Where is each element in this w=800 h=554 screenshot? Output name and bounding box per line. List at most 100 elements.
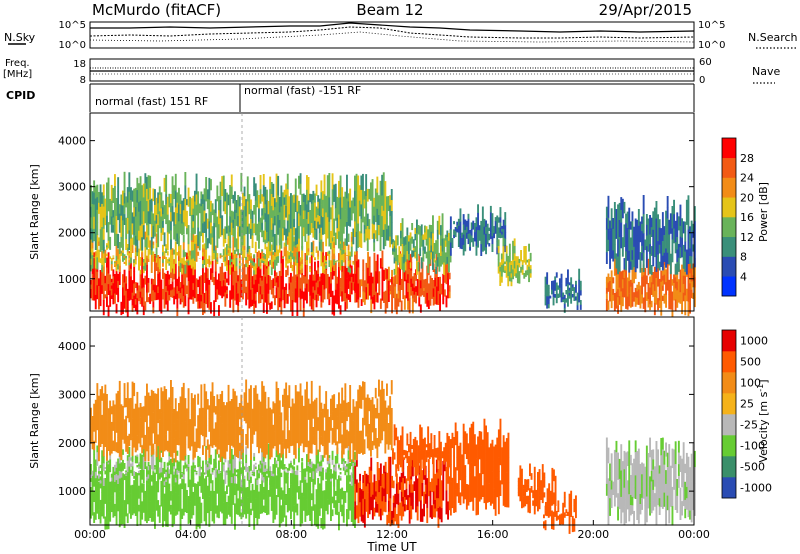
heatmap-cell	[334, 196, 337, 209]
heatmap-cell	[310, 223, 313, 233]
heatmap-cell	[142, 183, 145, 198]
heatmap-cell	[459, 455, 462, 468]
heatmap-cell	[280, 227, 283, 239]
heatmap-cell	[280, 487, 283, 494]
heatmap-cell	[383, 480, 385, 489]
heatmap-cell	[130, 238, 132, 252]
heatmap-cell	[238, 501, 241, 517]
heatmap-cell	[436, 248, 439, 258]
heatmap-cell	[389, 205, 392, 217]
heatmap-cell	[104, 249, 107, 255]
heatmap-cell	[395, 235, 398, 249]
heatmap-cell	[168, 489, 171, 495]
heatmap-cell	[322, 267, 324, 286]
heatmap-cell	[102, 266, 105, 274]
heatmap-cell	[472, 466, 475, 489]
heatmap-cell	[629, 293, 632, 301]
heatmap-cell	[122, 287, 124, 301]
heatmap-cell	[238, 487, 241, 503]
heatmap-cell	[347, 450, 350, 456]
heatmap-cell	[312, 240, 315, 245]
heatmap-cell	[254, 293, 257, 301]
heatmap-cell	[671, 217, 674, 229]
heatmap-cell	[485, 227, 487, 235]
heatmap-cell	[557, 285, 560, 290]
heatmap-cell	[288, 499, 291, 506]
heatmap-cell	[454, 228, 457, 232]
heatmap-cell	[513, 261, 516, 269]
heatmap-cell	[315, 282, 318, 289]
heatmap-cell	[425, 453, 428, 457]
heatmap-cell	[293, 257, 296, 273]
heatmap-cell	[449, 251, 452, 263]
heatmap-cell	[666, 230, 669, 242]
heatmap-cell	[96, 505, 99, 514]
heatmap-cell	[211, 512, 214, 522]
heatmap-cell	[166, 196, 169, 215]
heatmap-cell	[198, 276, 201, 288]
heatmap-cell	[391, 511, 393, 523]
heatmap-cell	[626, 211, 629, 229]
heatmap-cell	[230, 448, 233, 455]
heatmap-cell	[642, 195, 645, 215]
heatmap-cell	[194, 190, 196, 202]
heatmap-cell	[386, 229, 388, 241]
heatmap-cell	[194, 286, 196, 299]
heatmap-cell	[625, 223, 627, 233]
heatmap-cell	[485, 240, 487, 248]
heatmap-cell	[91, 255, 94, 263]
heatmap-cell	[290, 262, 292, 268]
heatmap-cell	[165, 257, 168, 262]
heatmap-cell	[294, 478, 297, 483]
heatmap-cell	[687, 212, 690, 230]
heatmap-cell	[102, 300, 105, 316]
heatmap-cell	[195, 473, 198, 476]
heatmap-cell	[200, 467, 203, 469]
heatmap-cell	[427, 426, 430, 433]
heatmap-cell	[166, 463, 169, 485]
heatmap-cell	[438, 431, 441, 442]
heatmap-cell	[307, 235, 310, 248]
heatmap-cell	[242, 449, 244, 461]
heatmap-cell	[269, 480, 272, 497]
heatmap-cell	[320, 279, 323, 286]
heatmap-cell	[310, 254, 313, 256]
heatmap-cell	[406, 251, 409, 260]
heatmap-cell	[275, 216, 278, 232]
heatmap-cell	[208, 284, 211, 290]
heatmap-cell	[392, 276, 395, 284]
heatmap-cell	[250, 458, 252, 465]
heatmap-cell	[621, 237, 624, 257]
heatmap-cell	[163, 296, 166, 309]
heatmap-cell	[383, 503, 385, 512]
heatmap-cell	[248, 251, 251, 255]
heatmap-cell	[222, 487, 225, 495]
heatmap-cell	[677, 279, 680, 288]
heatmap-cell	[338, 464, 340, 467]
heatmap-cell	[424, 475, 427, 485]
heatmap-cell	[318, 466, 321, 472]
heatmap-cell	[374, 213, 377, 223]
heatmap-cell	[331, 302, 334, 315]
heatmap-cell	[416, 440, 418, 453]
heatmap-cell	[224, 252, 227, 257]
heatmap-cell	[445, 490, 448, 503]
heatmap-cell	[192, 258, 195, 267]
heatmap-cell	[101, 450, 104, 457]
heatmap-cell	[179, 213, 182, 224]
heatmap-cell	[98, 249, 100, 255]
heatmap-cell	[416, 478, 419, 493]
heatmap-cell	[331, 459, 334, 465]
heatmap-cell	[338, 261, 340, 263]
heatmap-cell	[232, 194, 235, 204]
heatmap-cell	[218, 505, 220, 519]
heatmap-cell	[310, 512, 313, 520]
heatmap-cell	[154, 465, 156, 467]
heatmap-cell	[160, 457, 163, 463]
heatmap-cell	[410, 287, 413, 296]
heatmap-cell	[355, 212, 358, 233]
heatmap-cell	[195, 289, 198, 296]
heatmap-cell	[513, 245, 516, 254]
heatmap-cell	[168, 289, 171, 296]
heatmap-cell	[605, 229, 608, 242]
